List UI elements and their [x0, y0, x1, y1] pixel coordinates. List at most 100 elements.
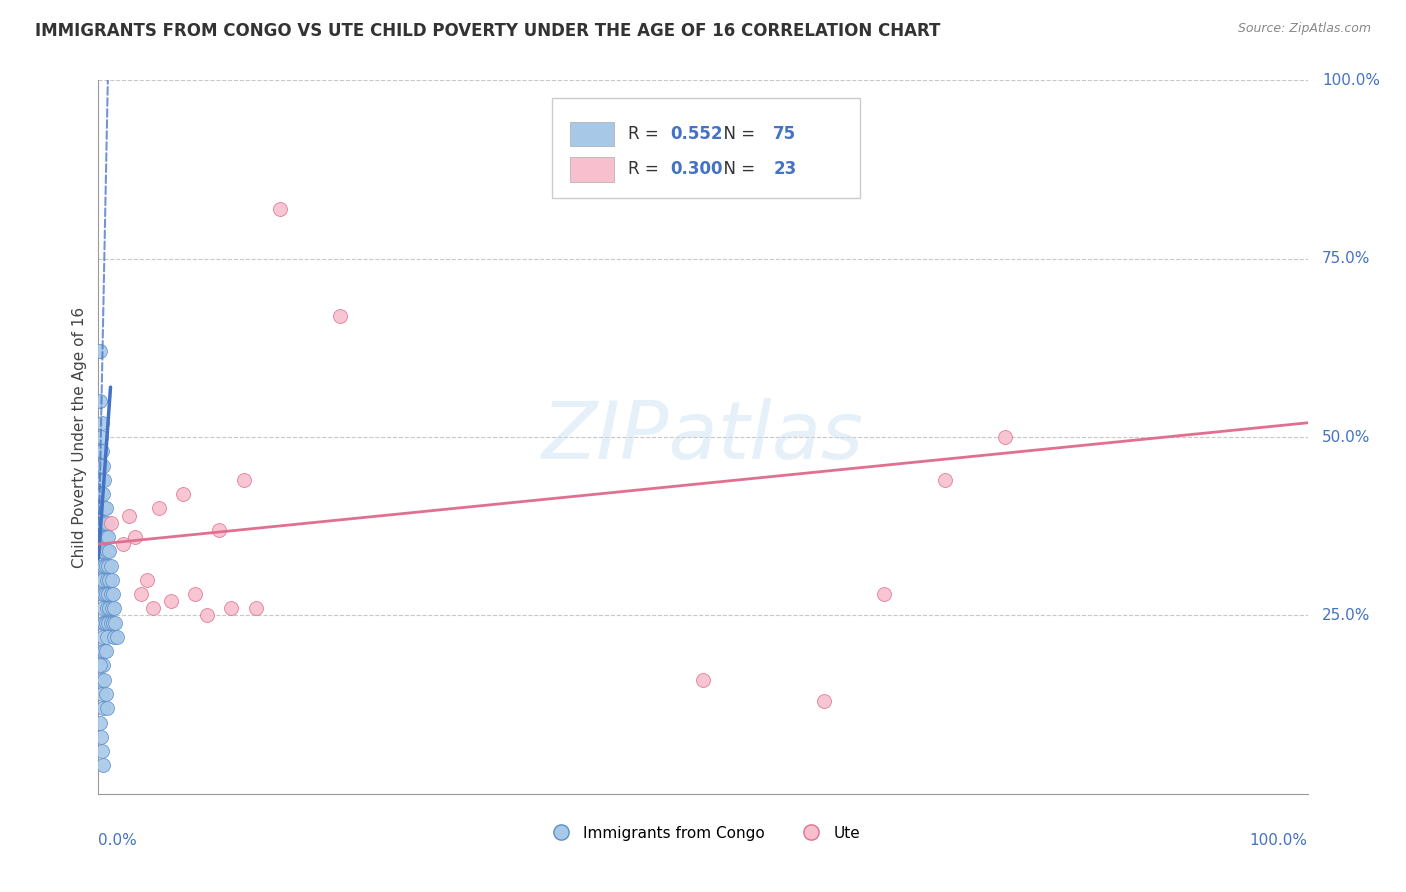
- Text: 25.0%: 25.0%: [1322, 608, 1371, 623]
- Point: [221, 601, 243, 615]
- Point: [93, 673, 115, 687]
- Point: [692, 673, 714, 687]
- Point: [91, 587, 114, 601]
- Point: [94, 530, 117, 544]
- Text: N =: N =: [713, 161, 761, 178]
- Point: [91, 644, 114, 658]
- Point: [91, 601, 114, 615]
- Point: [97, 615, 120, 630]
- Point: [245, 601, 267, 615]
- Point: [91, 630, 114, 644]
- Point: [98, 544, 121, 558]
- Point: [90, 544, 112, 558]
- Point: [91, 558, 114, 573]
- Point: [90, 487, 112, 501]
- Point: [111, 537, 134, 551]
- Text: ZIPatlas: ZIPatlas: [541, 398, 865, 476]
- Point: [89, 344, 111, 359]
- Point: [96, 516, 118, 530]
- Point: [98, 573, 121, 587]
- Point: [813, 694, 835, 708]
- Text: Source: ZipAtlas.com: Source: ZipAtlas.com: [1237, 22, 1371, 36]
- Point: [96, 573, 118, 587]
- Point: [93, 473, 115, 487]
- Text: 23: 23: [773, 161, 796, 178]
- Point: [118, 508, 141, 523]
- Point: [105, 630, 128, 644]
- Legend: Immigrants from Congo, Ute: Immigrants from Congo, Ute: [538, 820, 868, 847]
- Point: [104, 615, 127, 630]
- Point: [94, 587, 117, 601]
- Point: [160, 594, 183, 608]
- Text: 0.0%: 0.0%: [98, 833, 138, 848]
- Text: 75.0%: 75.0%: [1322, 252, 1371, 266]
- Text: R =: R =: [628, 161, 664, 178]
- Text: 0.552: 0.552: [671, 125, 723, 143]
- Point: [91, 501, 114, 516]
- Point: [91, 701, 114, 715]
- Point: [91, 687, 114, 701]
- Point: [96, 701, 118, 715]
- Point: [97, 558, 120, 573]
- Point: [98, 601, 121, 615]
- Point: [94, 687, 117, 701]
- Text: 100.0%: 100.0%: [1250, 833, 1308, 848]
- Point: [184, 587, 207, 601]
- Point: [96, 601, 118, 615]
- Point: [195, 608, 218, 623]
- Point: [91, 544, 114, 558]
- Point: [269, 202, 291, 216]
- Point: [100, 587, 122, 601]
- Point: [934, 473, 956, 487]
- Point: [91, 473, 114, 487]
- Point: [91, 444, 114, 458]
- Point: [91, 458, 114, 473]
- Point: [90, 673, 112, 687]
- Point: [90, 573, 112, 587]
- Point: [148, 501, 170, 516]
- Point: [101, 587, 124, 601]
- Point: [994, 430, 1017, 444]
- Point: [94, 644, 117, 658]
- Point: [93, 558, 115, 573]
- FancyBboxPatch shape: [569, 157, 613, 182]
- Point: [100, 601, 122, 615]
- Point: [93, 644, 115, 658]
- Point: [93, 587, 115, 601]
- Point: [94, 501, 117, 516]
- Point: [91, 744, 114, 758]
- Point: [94, 558, 117, 573]
- Point: [91, 530, 114, 544]
- Point: [91, 658, 114, 673]
- Point: [101, 615, 124, 630]
- Point: [124, 530, 146, 544]
- Point: [91, 416, 114, 430]
- Point: [90, 430, 112, 444]
- Point: [90, 516, 112, 530]
- Point: [90, 730, 112, 744]
- Point: [89, 444, 111, 458]
- Point: [91, 487, 114, 501]
- Point: [89, 715, 111, 730]
- Point: [91, 758, 114, 772]
- Point: [97, 530, 120, 544]
- Text: 0.300: 0.300: [671, 161, 723, 178]
- Point: [100, 615, 122, 630]
- Point: [103, 601, 125, 615]
- Point: [208, 523, 231, 537]
- Point: [873, 587, 896, 601]
- Point: [89, 658, 111, 673]
- Point: [91, 573, 114, 587]
- Point: [142, 601, 165, 615]
- Point: [96, 630, 118, 644]
- FancyBboxPatch shape: [551, 98, 860, 198]
- Text: R =: R =: [628, 125, 664, 143]
- Point: [93, 501, 115, 516]
- Point: [172, 487, 194, 501]
- Y-axis label: Child Poverty Under the Age of 16: Child Poverty Under the Age of 16: [72, 307, 87, 567]
- Point: [135, 573, 157, 587]
- Point: [89, 394, 111, 409]
- Point: [103, 630, 125, 644]
- Text: 100.0%: 100.0%: [1322, 73, 1381, 87]
- FancyBboxPatch shape: [569, 121, 613, 146]
